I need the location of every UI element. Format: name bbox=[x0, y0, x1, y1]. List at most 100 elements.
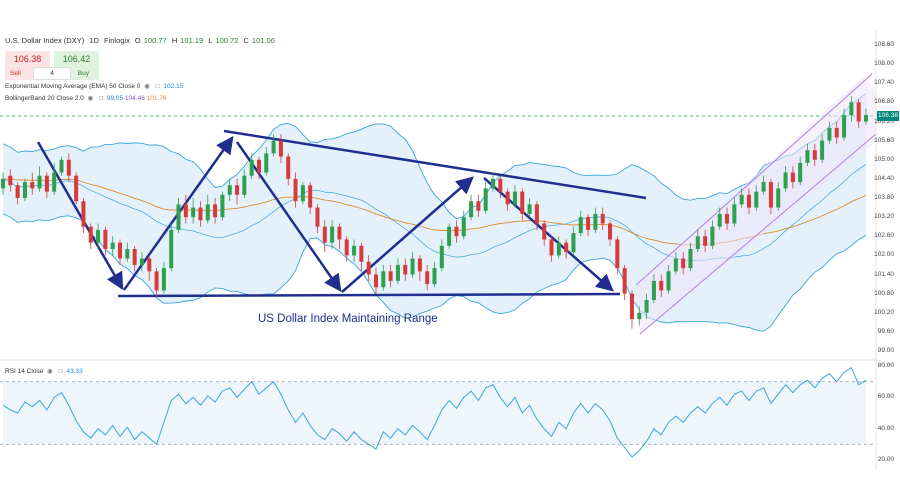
price-tick-label: 100.20 bbox=[874, 308, 894, 316]
ema-label: Exponential Moving Average (EMA) 50 Clos… bbox=[5, 83, 141, 90]
candle-body bbox=[96, 229, 101, 243]
candle-body bbox=[249, 159, 254, 176]
candle-body bbox=[132, 249, 137, 265]
candle-body bbox=[761, 182, 766, 192]
candle-body bbox=[593, 213, 598, 230]
buy-button[interactable]: 106.42 Buy bbox=[54, 51, 99, 80]
candle-body bbox=[30, 182, 35, 189]
candle-body bbox=[88, 226, 93, 243]
candle-body bbox=[659, 280, 664, 291]
candle-body bbox=[213, 204, 218, 218]
candle-body bbox=[81, 201, 86, 227]
candle-body bbox=[425, 271, 430, 285]
rsi-legend[interactable]: RSI 14 Close ◉ □ 43.33 bbox=[5, 367, 83, 375]
candle-body bbox=[161, 268, 166, 291]
rsi-label: RSI 14 Close bbox=[5, 368, 44, 375]
candle-body bbox=[359, 245, 364, 262]
eye-icon[interactable]: ◉ bbox=[47, 368, 53, 375]
rsi-tick-label: 40.00 bbox=[877, 424, 894, 432]
eye-icon[interactable]: ◉ bbox=[87, 95, 94, 102]
low-value: 100.72 bbox=[215, 36, 239, 45]
candle-body bbox=[556, 242, 561, 256]
close-value: 101.06 bbox=[251, 36, 275, 45]
candle-body bbox=[278, 140, 283, 157]
candle-body bbox=[571, 233, 576, 253]
candle-body bbox=[15, 185, 20, 198]
candle-body bbox=[286, 156, 291, 179]
rsi-tick-label: 80.00 bbox=[877, 362, 894, 369]
candle-body bbox=[139, 258, 144, 265]
close-key: C bbox=[243, 36, 249, 45]
candle-body bbox=[169, 229, 174, 269]
symbol-name[interactable]: U.S. Dollar Index (DXY) bbox=[5, 36, 85, 45]
candle-body bbox=[564, 242, 569, 253]
candle-body bbox=[110, 242, 115, 249]
candle-body bbox=[512, 191, 517, 205]
bollinger-upper-line bbox=[2, 93, 867, 220]
open-key: O bbox=[134, 36, 141, 45]
price-tick-label: 108.00 bbox=[874, 60, 894, 68]
candle-body bbox=[783, 172, 788, 189]
candle-body bbox=[373, 274, 379, 288]
candle-body bbox=[754, 191, 759, 208]
candle-body bbox=[308, 185, 313, 208]
candle-body bbox=[790, 172, 795, 183]
ema-legend[interactable]: Exponential Moving Average (EMA) 50 Clos… bbox=[5, 82, 183, 90]
candle-body bbox=[673, 258, 678, 272]
candle-body bbox=[59, 159, 64, 173]
price-tick-label: 103.80 bbox=[874, 194, 894, 201]
candle-body bbox=[856, 102, 861, 122]
candle-body bbox=[834, 127, 839, 138]
quantity-input[interactable]: 4 bbox=[33, 67, 71, 80]
source-label: Finlogix bbox=[103, 36, 130, 45]
candle-body bbox=[454, 226, 459, 237]
candle-body bbox=[798, 162, 803, 183]
candle-body bbox=[542, 223, 547, 240]
candle-body bbox=[505, 191, 510, 205]
candle-body bbox=[227, 185, 232, 195]
candle-body bbox=[827, 127, 832, 141]
candle-body bbox=[534, 204, 539, 224]
bb-legend[interactable]: BollingerBand 20 Close 2.0 ◉ □ 99.05 104… bbox=[5, 94, 167, 102]
candle-body bbox=[469, 201, 474, 218]
candle-body bbox=[235, 185, 240, 195]
candle-body bbox=[395, 264, 400, 281]
bb-lower-value: 99.05 bbox=[106, 95, 124, 102]
candle-body bbox=[183, 204, 188, 218]
eye-icon[interactable]: ◉ bbox=[144, 83, 150, 90]
candle-body bbox=[717, 213, 722, 227]
bollinger-lower-line bbox=[2, 213, 867, 332]
channel-lower bbox=[639, 133, 877, 335]
candle-body bbox=[352, 245, 357, 256]
chart-annotation[interactable]: US Dollar Index Maintaining Range bbox=[258, 313, 438, 325]
candle-body bbox=[22, 182, 27, 198]
trash-icon[interactable]: □ bbox=[99, 95, 104, 102]
price-tick-label: 103.20 bbox=[874, 213, 894, 221]
candle-body bbox=[746, 194, 751, 208]
sell-price: 106.38 bbox=[13, 54, 42, 64]
buy-price: 106.42 bbox=[62, 54, 91, 64]
candle-body bbox=[337, 226, 342, 240]
bb-upper-value: 101.76 bbox=[146, 95, 167, 102]
candle-body bbox=[637, 312, 642, 320]
candle-body bbox=[388, 271, 393, 281]
candle-body bbox=[103, 229, 108, 249]
trash-icon[interactable]: □ bbox=[58, 368, 63, 375]
candle-body bbox=[805, 150, 810, 163]
candle-body bbox=[322, 226, 327, 243]
candle-body bbox=[125, 249, 130, 259]
price-tick-label: 107.40 bbox=[874, 79, 894, 87]
trash-icon[interactable]: □ bbox=[155, 83, 160, 90]
candle-body bbox=[520, 191, 525, 214]
sell-label: Sell bbox=[10, 70, 21, 77]
open-value: 100.77 bbox=[143, 36, 167, 45]
candle-body bbox=[812, 150, 817, 160]
candle-body bbox=[695, 236, 700, 249]
interval-label[interactable]: 1D bbox=[89, 36, 99, 45]
candle-body bbox=[256, 159, 261, 173]
candle-body bbox=[191, 207, 196, 218]
candle-body bbox=[651, 280, 656, 300]
candle-body bbox=[264, 153, 269, 173]
candle-body bbox=[293, 178, 298, 202]
